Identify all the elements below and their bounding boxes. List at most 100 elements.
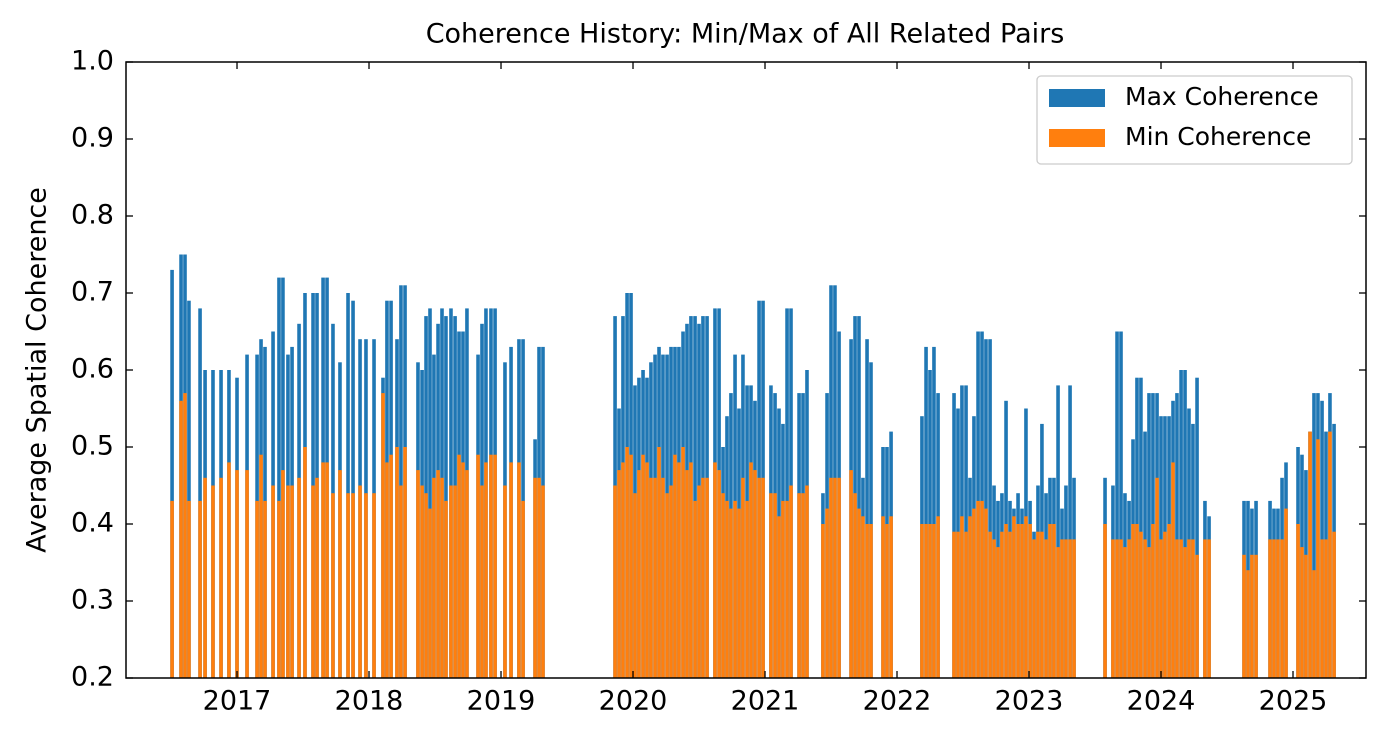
- bar: [1308, 431, 1312, 678]
- bar: [170, 269, 174, 678]
- bar: [183, 393, 187, 678]
- bar: [637, 470, 641, 678]
- bar: [372, 493, 376, 678]
- bar: [665, 493, 669, 678]
- bar: [1115, 539, 1119, 678]
- bar: [988, 339, 992, 678]
- bar: [889, 516, 893, 678]
- bar: [203, 477, 207, 678]
- bar: [1068, 385, 1072, 678]
- bar: [286, 485, 290, 678]
- bar: [869, 362, 873, 678]
- bar: [617, 470, 621, 678]
- bar: [1068, 539, 1072, 678]
- bar: [613, 485, 617, 678]
- bar: [271, 485, 275, 678]
- bar: [1143, 539, 1147, 678]
- x-tick-label: 2021: [731, 686, 800, 717]
- bar: [1207, 539, 1211, 678]
- y-tick-label: 0.7: [71, 277, 114, 308]
- bar: [956, 531, 960, 678]
- bar: [1203, 539, 1207, 678]
- bar: [399, 285, 403, 678]
- bar: [1272, 539, 1276, 678]
- y-tick-label: 0.8: [71, 200, 114, 231]
- bar: [1123, 547, 1127, 678]
- bar: [769, 493, 773, 678]
- bar: [980, 500, 984, 678]
- bar: [805, 485, 809, 678]
- bar: [689, 462, 693, 678]
- bar: [932, 524, 936, 678]
- bar: [1246, 570, 1250, 678]
- bar: [801, 493, 805, 678]
- bar: [399, 485, 403, 678]
- bar: [420, 485, 424, 678]
- bar: [170, 500, 174, 678]
- bar: [797, 493, 801, 678]
- bar: [757, 477, 761, 678]
- legend-label: Min Coherence: [1125, 122, 1311, 151]
- bar: [1316, 439, 1320, 678]
- bar: [457, 454, 461, 678]
- x-tick-label: 2020: [599, 686, 668, 717]
- bar: [1131, 524, 1135, 678]
- bar: [996, 547, 1000, 678]
- bar: [1191, 539, 1195, 678]
- bar: [1072, 539, 1076, 678]
- bar: [259, 454, 263, 678]
- bar: [1300, 547, 1304, 678]
- y-tick-label: 0.5: [71, 431, 114, 462]
- bar: [976, 500, 980, 678]
- bar: [1139, 377, 1143, 678]
- bar: [1183, 370, 1187, 678]
- bar: [321, 462, 325, 678]
- legend-swatch: [1049, 129, 1105, 147]
- bar: [1111, 539, 1115, 678]
- bar: [489, 454, 493, 678]
- bar: [211, 485, 215, 678]
- bar: [861, 516, 865, 678]
- bar: [737, 508, 741, 678]
- bar: [444, 316, 448, 678]
- bar: [315, 477, 319, 678]
- bar: [1000, 531, 1004, 678]
- bar: [964, 531, 968, 678]
- chart-title: Coherence History: Min/Max of All Relate…: [426, 19, 1065, 50]
- bar: [1312, 393, 1316, 678]
- legend-swatch: [1049, 89, 1105, 107]
- bar: [1332, 531, 1336, 678]
- x-tick-label: 2025: [1259, 686, 1328, 717]
- bar: [461, 462, 465, 678]
- bar: [1028, 524, 1032, 678]
- bar: [346, 493, 350, 678]
- bar: [745, 500, 749, 678]
- legend-box: [1036, 75, 1353, 165]
- bar: [424, 493, 428, 678]
- bar: [677, 462, 681, 678]
- bar: [395, 447, 399, 678]
- bar: [428, 308, 432, 678]
- bar: [1320, 539, 1324, 678]
- bar: [1171, 462, 1175, 678]
- bar: [1044, 539, 1048, 678]
- bar: [865, 339, 869, 678]
- bar: [825, 508, 829, 678]
- bar: [432, 477, 436, 678]
- bar: [657, 447, 661, 678]
- bar: [219, 477, 223, 678]
- bar: [1056, 547, 1060, 678]
- bar: [621, 462, 625, 678]
- bar: [701, 477, 705, 678]
- bar: [1268, 539, 1272, 678]
- bar: [1187, 539, 1191, 678]
- bar: [325, 462, 329, 678]
- bar: [681, 447, 685, 678]
- bar: [245, 470, 249, 678]
- bar: [493, 454, 497, 678]
- y-tick-label: 0.9: [71, 123, 114, 154]
- bar: [1296, 524, 1300, 678]
- bar: [537, 477, 541, 678]
- bar: [1328, 431, 1332, 678]
